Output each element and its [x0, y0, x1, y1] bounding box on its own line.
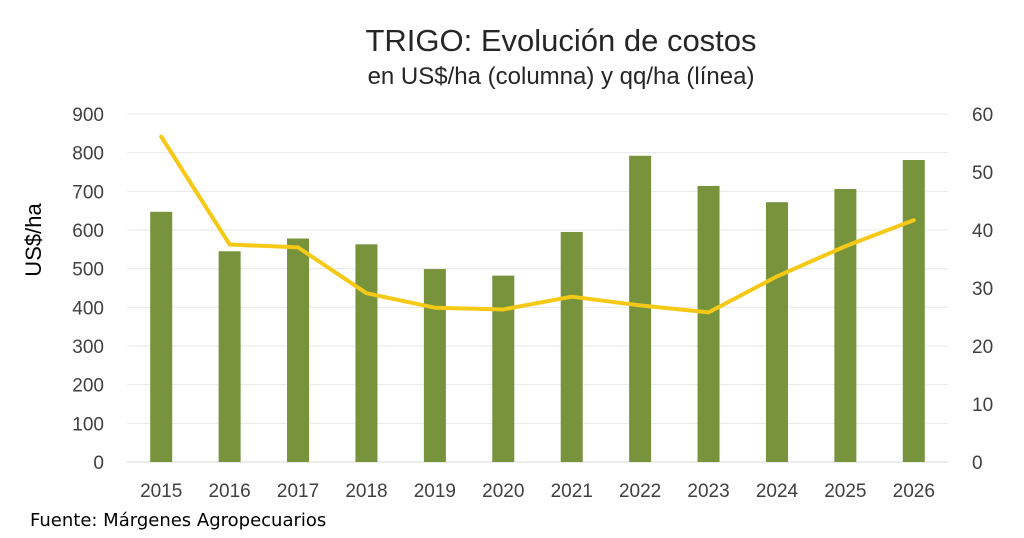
bar [765, 202, 788, 462]
x-tick-label: 2022 [619, 481, 661, 502]
chart-subtitle: en US$/ha (columna) y qq/ha (línea) [368, 63, 755, 90]
y-tick-label: 300 [72, 337, 104, 358]
x-tick-label: 2015 [140, 481, 182, 502]
y2-axis-ticks: 0 10 20 30 40 50 60 [972, 105, 993, 474]
y2-tick-label: 0 [972, 453, 983, 474]
x-tick-label: 2021 [551, 481, 593, 502]
x-tick-label: 2020 [482, 481, 524, 502]
bar [150, 211, 173, 462]
bar [902, 160, 925, 462]
y-tick-label: 0 [93, 453, 104, 474]
y2-tick-label: 60 [972, 105, 993, 126]
y-tick-label: 900 [72, 105, 104, 126]
bar [560, 231, 583, 462]
y2-tick-label: 50 [972, 163, 993, 184]
y-tick-label: 500 [72, 260, 104, 281]
y2-tick-label: 30 [972, 279, 993, 300]
x-tick-label: 2024 [756, 481, 799, 502]
y2-tick-label: 40 [972, 221, 993, 242]
y-axis-label: US$/ha [21, 203, 46, 277]
chart-title: TRIGO: Evolución de costos [365, 23, 756, 58]
x-tick-label: 2026 [893, 481, 935, 502]
y-tick-label: 800 [72, 144, 104, 165]
gridlines [127, 113, 948, 463]
y-tick-label: 400 [72, 298, 104, 319]
x-tick-label: 2019 [414, 481, 456, 502]
bar [355, 244, 378, 462]
bar [834, 189, 857, 462]
bar-series [150, 155, 925, 463]
x-tick-label: 2017 [277, 481, 319, 502]
x-tick-label: 2018 [345, 481, 387, 502]
bar [492, 275, 515, 462]
y2-tick-label: 20 [972, 337, 993, 358]
y-tick-label: 200 [72, 376, 104, 397]
source-note: Fuente: Márgenes Agropecuarios [30, 510, 327, 531]
y-tick-label: 600 [72, 221, 104, 242]
bar [697, 185, 720, 463]
y-tick-label: 700 [72, 182, 104, 203]
bar [423, 269, 446, 462]
series-line [159, 134, 916, 315]
y-axis-ticks: 0 100 200 300 400 500 600 700 800 900 [72, 105, 104, 474]
line-series [159, 134, 916, 315]
x-tick-label: 2016 [208, 481, 250, 502]
bar [629, 155, 652, 462]
y-tick-label: 100 [72, 414, 104, 435]
x-tick-label: 2023 [687, 481, 729, 502]
y2-tick-label: 10 [972, 395, 993, 416]
x-axis-ticks: 2015 2016 2017 2018 2019 2020 2021 2022 2023 2024… [140, 481, 935, 502]
bar [218, 251, 241, 462]
bar [287, 238, 310, 462]
x-tick-label: 2025 [824, 481, 866, 502]
